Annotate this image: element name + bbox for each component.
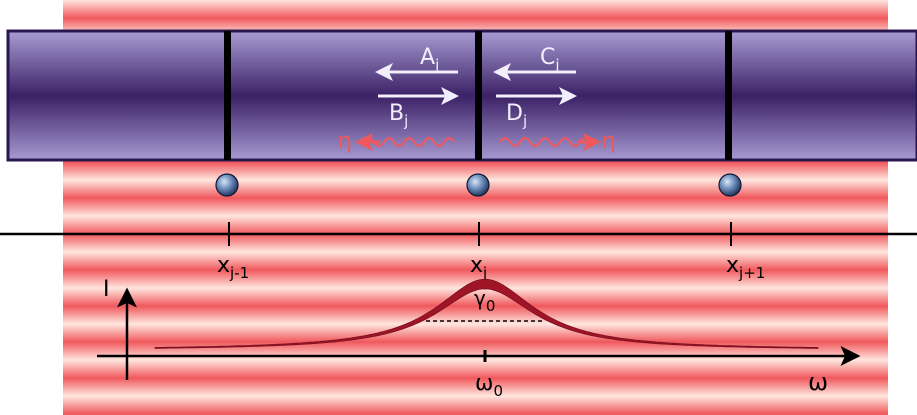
position-right-sub: j+1	[738, 264, 765, 282]
emission-wave-left	[363, 137, 455, 147]
position-label-left: xj-1	[217, 253, 249, 282]
label-b: Bj	[389, 101, 408, 130]
barrier-left	[224, 31, 231, 160]
atom-center	[466, 173, 490, 197]
lorentzian-curve	[154, 278, 819, 349]
atom-right	[718, 173, 742, 197]
label-b-sub: j	[403, 112, 408, 130]
center-frequency-main: ω	[475, 371, 493, 396]
label-a: Aj	[420, 45, 439, 74]
label-a-main: A	[420, 45, 435, 70]
label-d-main: D	[506, 101, 523, 126]
atom-left	[215, 173, 239, 197]
waveguide	[6, 29, 917, 162]
center-frequency-sub: 0	[493, 382, 503, 400]
linewidth-sub: 0	[486, 297, 496, 315]
label-d: Dj	[506, 101, 527, 130]
position-center-sub: j	[482, 264, 487, 282]
position-label-right: xj+1	[726, 253, 765, 282]
position-left-main: x	[217, 253, 230, 278]
frequency-axis-label: ω	[808, 368, 828, 396]
label-b-main: B	[389, 101, 404, 126]
center-frequency-label: ω0	[475, 371, 503, 400]
label-d-sub: j	[522, 112, 527, 130]
emission-label-left: η	[338, 129, 352, 154]
linewidth-main: γ	[474, 286, 486, 310]
linewidth-label: γ0	[474, 286, 495, 315]
barrier-right	[725, 31, 732, 160]
label-a-sub: j	[434, 56, 439, 74]
label-c-main: C	[540, 45, 555, 70]
label-c-sub: j	[554, 56, 559, 74]
intensity-axis-label: I	[103, 277, 110, 302]
label-c: Cj	[540, 45, 560, 74]
position-left-sub: j-1	[229, 264, 249, 282]
position-label-center: xj	[470, 253, 487, 282]
emission-wave-right	[499, 137, 591, 147]
position-center-main: x	[470, 253, 483, 278]
position-right-main: x	[726, 253, 739, 278]
emission-label-right: η	[602, 129, 616, 154]
barrier-center	[475, 31, 482, 160]
